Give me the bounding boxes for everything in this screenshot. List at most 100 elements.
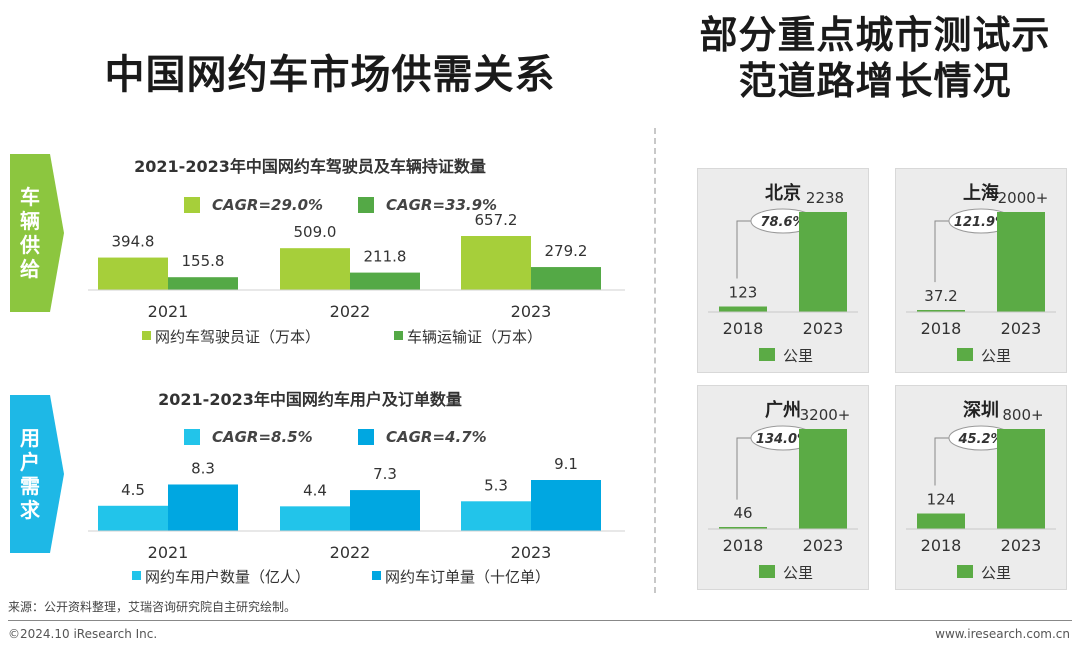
tab-char: 供 <box>20 233 40 257</box>
data-label: 4.5 <box>121 481 145 499</box>
tab-char: 给 <box>20 257 40 281</box>
city-box-shanghai: 上海 121.9% 37.2 2018 2000+ 2023 公里 <box>895 168 1067 373</box>
supply-tab-label: 车辆供给 <box>15 185 45 281</box>
city-x-tick: 2018 <box>723 536 764 555</box>
cagr-label: CAGR=33.9% <box>386 196 497 214</box>
data-label: 211.8 <box>364 248 407 266</box>
page-title: 中国网约车市场供需关系 <box>104 52 556 98</box>
tab-char: 户 <box>20 450 40 474</box>
cagr-label: CAGR=29.0% <box>212 196 323 214</box>
city-name: 上海 <box>963 182 999 204</box>
city-box-beijing: 北京 78.6% 123 2018 2238 2023 公里 <box>697 168 869 373</box>
growth-label: 121.9% <box>954 215 1008 230</box>
city-chart-guangzhou: 广州 134.0% 46 2018 3200+ 2023 公里 <box>708 399 858 582</box>
x-tick-label: 2022 <box>330 543 371 562</box>
supply-chart: 2021-2023年中国网约车驾驶员及车辆持证数量 CAGR=29.0% CAGR=… <box>88 157 625 346</box>
city-legend-swatch <box>759 565 775 578</box>
data-label: 5.3 <box>484 476 508 494</box>
data-label: 4.4 <box>303 481 327 499</box>
city-box-guangzhou: 广州 134.0% 46 2018 3200+ 2023 公里 <box>697 385 869 590</box>
legend-label: 网约车订单量（十亿单） <box>385 568 550 586</box>
bar <box>531 480 601 531</box>
city-name: 广州 <box>765 399 801 421</box>
x-tick-label: 2022 <box>330 302 371 321</box>
legend-label: 车辆运输证（万本） <box>407 328 542 346</box>
demand-tab-label: 用户需求 <box>15 426 45 522</box>
city-data-label: 3200+ <box>800 406 851 424</box>
data-label: 657.2 <box>475 211 518 229</box>
city-legend-swatch <box>759 348 775 361</box>
bar <box>98 505 168 531</box>
data-label: 509.0 <box>294 223 337 241</box>
city-legend-swatch <box>957 348 973 361</box>
city-bar <box>799 429 847 529</box>
footer-divider <box>8 620 1072 621</box>
growth-label: 134.0% <box>756 432 810 447</box>
bar <box>168 484 238 531</box>
city-x-tick: 2023 <box>803 319 844 338</box>
legend-label: 网约车用户数量（亿人） <box>145 568 310 586</box>
city-bar <box>917 513 965 529</box>
chart-title: 2021-2023年中国网约车用户及订单数量 <box>158 390 462 409</box>
city-legend-label: 公里 <box>981 347 1011 365</box>
supply-tab: 车辆供给 <box>10 154 66 312</box>
data-label: 279.2 <box>545 242 588 260</box>
city-legend-swatch <box>957 565 973 578</box>
website-link[interactable]: www.iresearch.com.cn <box>935 627 1070 641</box>
city-data-label: 124 <box>927 491 956 509</box>
chart-title: 2021-2023年中国网约车驾驶员及车辆持证数量 <box>134 157 486 176</box>
section-divider <box>654 128 656 593</box>
city-chart-beijing: 北京 78.6% 123 2018 2238 2023 公里 <box>708 182 858 365</box>
city-bar <box>917 310 965 312</box>
city-bar <box>997 429 1045 529</box>
city-box-shenzhen: 深圳 45.2% 124 2018 800+ 2023 公里 <box>895 385 1067 590</box>
growth-label: 45.2% <box>957 432 1003 447</box>
cagr-swatch <box>184 197 200 213</box>
source-note: 来源：公开资料整理，艾瑞咨询研究院自主研究绘制。 <box>8 600 297 614</box>
city-chart-shanghai: 上海 121.9% 37.2 2018 2000+ 2023 公里 <box>906 182 1056 365</box>
bar <box>350 272 420 290</box>
city-legend-label: 公里 <box>783 347 813 365</box>
demand-chart: 2021-2023年中国网约车用户及订单数量 CAGR=8.5% CAGR=4.7%… <box>88 390 625 586</box>
city-data-label: 46 <box>733 504 752 522</box>
right-title: 部分重点城市测试示 范道路增长情况 <box>680 12 1070 104</box>
city-name: 北京 <box>765 182 801 204</box>
bar <box>461 501 531 531</box>
bar <box>531 267 601 290</box>
data-label: 394.8 <box>112 233 155 251</box>
copyright: ©2024.10 iResearch Inc. <box>8 627 158 641</box>
legend-swatch <box>132 571 141 580</box>
city-data-label: 123 <box>729 284 758 302</box>
x-tick-label: 2023 <box>511 302 552 321</box>
cagr-swatch <box>358 197 374 213</box>
city-data-label: 2000+ <box>998 189 1049 207</box>
city-data-label: 800+ <box>1002 406 1043 424</box>
city-bar <box>799 212 847 312</box>
right-title-line2: 范道路增长情况 <box>738 59 1012 103</box>
tab-char: 需 <box>20 474 40 498</box>
city-chart-shenzhen: 深圳 45.2% 124 2018 800+ 2023 公里 <box>906 399 1056 582</box>
tab-char: 车 <box>20 185 40 209</box>
bar <box>461 236 531 290</box>
city-x-tick: 2018 <box>921 319 962 338</box>
bar <box>350 490 420 531</box>
x-tick-label: 2021 <box>148 543 189 562</box>
cagr-label: CAGR=4.7% <box>386 428 487 446</box>
data-label: 7.3 <box>373 465 397 483</box>
x-tick-label: 2023 <box>511 543 552 562</box>
cagr-swatch <box>184 429 200 445</box>
city-x-tick: 2023 <box>803 536 844 555</box>
city-x-tick: 2023 <box>1001 536 1042 555</box>
tab-char: 用 <box>20 426 40 450</box>
x-tick-label: 2021 <box>148 302 189 321</box>
city-data-label: 37.2 <box>924 287 957 305</box>
city-legend-label: 公里 <box>981 564 1011 582</box>
legend-swatch <box>142 331 151 340</box>
bar <box>280 506 350 531</box>
city-name: 深圳 <box>963 399 999 421</box>
data-label: 155.8 <box>182 252 225 270</box>
city-bar <box>997 212 1045 312</box>
legend-swatch <box>372 571 381 580</box>
city-bar <box>719 527 767 529</box>
bar <box>280 248 350 290</box>
